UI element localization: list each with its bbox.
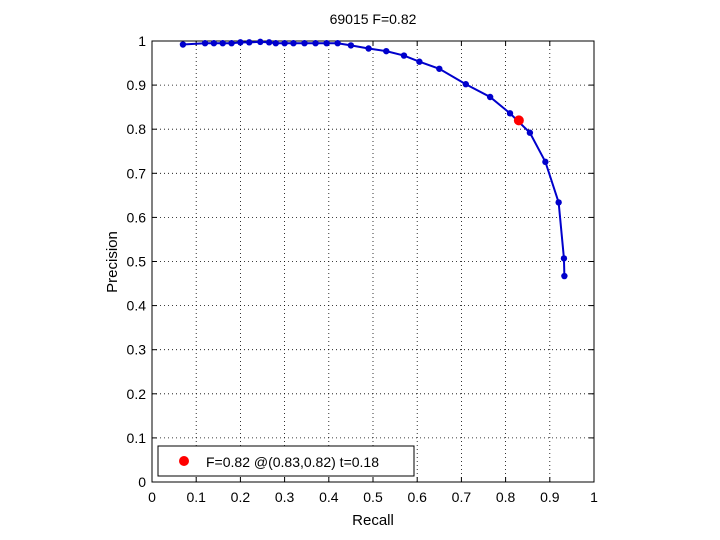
data-point xyxy=(555,199,562,206)
data-point xyxy=(365,45,372,52)
legend: F=0.82 @(0.83,0.82) t=0.18 xyxy=(157,445,415,477)
x-tick-label: 0.2 xyxy=(231,489,251,505)
y-tick-label: 0.3 xyxy=(127,342,147,358)
data-point xyxy=(400,52,408,59)
x-tick-label: 1 xyxy=(590,489,598,505)
y-tick-label: 0.8 xyxy=(127,121,147,137)
axis-ticks xyxy=(151,40,595,483)
data-point xyxy=(219,40,226,47)
y-tick-labels: 0 0.1 0.2 0.3 0.4 0.5 0.6 0.7 0.8 0.9 1 xyxy=(127,33,147,490)
data-point xyxy=(462,81,470,88)
data-point xyxy=(265,39,273,46)
y-tick-label: 0 xyxy=(138,474,146,490)
data-point xyxy=(323,40,330,47)
y-tick-label: 0.1 xyxy=(127,430,147,446)
legend-label: F=0.82 @(0.83,0.82) t=0.18 xyxy=(206,454,379,470)
data-point xyxy=(416,58,423,65)
x-tick-labels: 0 0.1 0.2 0.3 0.4 0.5 0.6 0.7 0.8 0.9 1 xyxy=(148,489,598,505)
chart-title: 69015 F=0.82 xyxy=(330,11,417,27)
x-tick-label: 0.1 xyxy=(186,489,206,505)
data-point xyxy=(560,255,568,262)
data-point xyxy=(237,39,244,46)
data-point xyxy=(347,42,355,49)
data-point xyxy=(436,65,443,72)
x-tick-label: 0.6 xyxy=(407,489,427,505)
legend-box xyxy=(157,445,415,477)
x-tick-label: 0.9 xyxy=(540,489,560,505)
series-layer xyxy=(179,38,568,280)
best-f-point xyxy=(513,115,524,126)
y-tick-label: 0.7 xyxy=(127,165,147,181)
data-point xyxy=(526,129,534,136)
legend-marker xyxy=(179,456,189,466)
data-point xyxy=(542,158,549,166)
data-point xyxy=(561,272,568,280)
data-point xyxy=(228,40,235,47)
y-tick-label: 0.9 xyxy=(127,77,147,93)
data-point xyxy=(506,110,514,117)
data-point xyxy=(210,40,218,47)
grid xyxy=(152,41,594,482)
data-point xyxy=(179,41,187,48)
y-tick-label: 0.2 xyxy=(127,386,147,402)
x-tick-label: 0.5 xyxy=(363,489,383,505)
x-tick-label: 0.3 xyxy=(275,489,295,505)
x-tick-label: 0.7 xyxy=(452,489,472,505)
x-tick-label: 0.8 xyxy=(496,489,516,505)
y-tick-label: 1 xyxy=(138,33,146,49)
x-tick-label: 0.4 xyxy=(319,489,339,505)
y-tick-label: 0.5 xyxy=(127,254,147,270)
data-point xyxy=(272,40,279,47)
data-point xyxy=(290,40,297,47)
data-point xyxy=(312,40,319,47)
data-point xyxy=(201,40,209,47)
data-point xyxy=(301,40,308,47)
data-point xyxy=(257,38,264,46)
y-tick-label: 0.6 xyxy=(127,209,147,225)
y-tick-label: 0.4 xyxy=(127,298,147,314)
x-tick-label: 0 xyxy=(148,489,156,505)
x-axis-label: Recall xyxy=(352,512,394,529)
data-point xyxy=(383,47,390,55)
data-point xyxy=(486,93,494,101)
y-axis-label: Precision xyxy=(104,231,121,293)
data-point xyxy=(246,39,253,46)
highlight-layer xyxy=(513,115,524,126)
data-point xyxy=(334,40,341,47)
data-point xyxy=(281,40,288,47)
